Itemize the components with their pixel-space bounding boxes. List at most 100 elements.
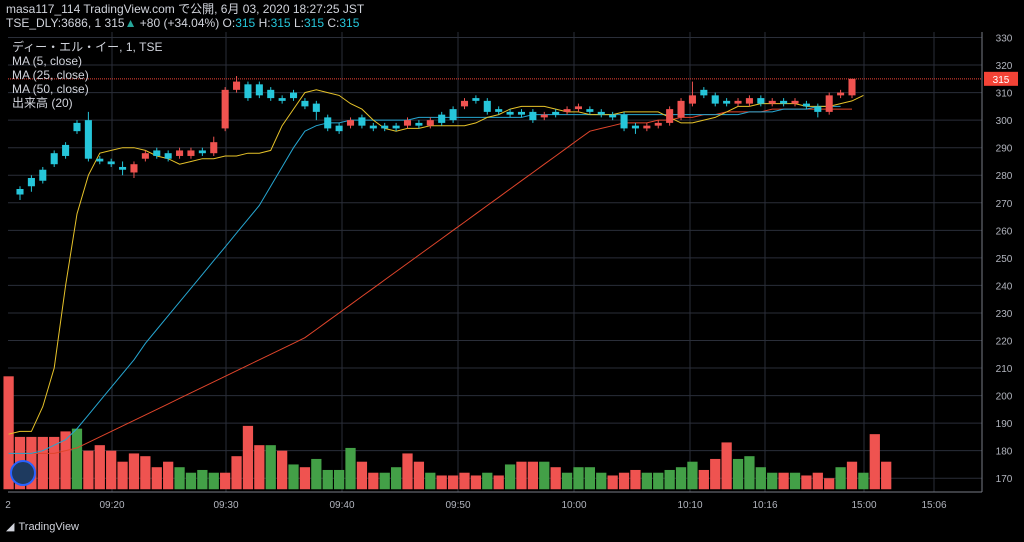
- chart-header: masa117_114 TradingView.com で公開, 6月 03, …: [6, 2, 364, 30]
- price-tick-label: 170: [996, 474, 1013, 485]
- candle-body: [27, 177, 35, 187]
- candle-body: [517, 111, 526, 115]
- volume-bar: [607, 475, 618, 490]
- volume-bar: [436, 475, 447, 490]
- volume-bar: [425, 472, 436, 490]
- volume-bar: [220, 472, 231, 490]
- volume-bar: [584, 467, 595, 490]
- grid: [8, 32, 983, 493]
- volume-bar: [3, 376, 14, 490]
- candle-body: [290, 92, 298, 99]
- high-value: 315: [270, 16, 291, 30]
- legend-volume[interactable]: 出来高 (20): [12, 96, 73, 110]
- volume-bar: [504, 464, 516, 490]
- volume-bar: [516, 461, 527, 490]
- close-label: C:: [327, 16, 340, 30]
- candle-body: [312, 103, 320, 112]
- candle-body: [506, 111, 514, 115]
- candle-body: [700, 89, 708, 96]
- volume-bar: [197, 469, 208, 490]
- candle-body: [141, 153, 149, 159]
- price-tick-label: 300: [996, 116, 1013, 127]
- indicator-legend: ディー・エル・イー, 1, TSE MA (5, close) MA (25, …: [12, 40, 163, 110]
- tradingview-logo-icon: ◢: [6, 521, 15, 533]
- ma50-line: [8, 108, 852, 454]
- last-price-label: 315: [993, 75, 1010, 86]
- volume-bar: [812, 472, 823, 490]
- candle-body: [483, 100, 491, 112]
- candle-body: [597, 111, 605, 115]
- candle-body: [529, 111, 537, 121]
- volume-bar: [641, 472, 652, 490]
- legend-title[interactable]: ディー・エル・イー, 1, TSE: [12, 40, 163, 54]
- open-label: O:: [222, 16, 236, 30]
- volume-bar: [140, 456, 151, 490]
- candle-body: [586, 109, 594, 112]
- candle-body: [324, 117, 332, 129]
- volume-bar: [539, 461, 550, 490]
- volume-bar: [881, 461, 892, 490]
- volume-bar: [117, 461, 128, 490]
- volume-bar: [755, 467, 766, 490]
- volume-bar: [869, 434, 880, 490]
- volume-bar: [356, 461, 368, 490]
- volume-bar: [277, 450, 288, 490]
- candle-body: [688, 95, 696, 104]
- volume-bar: [459, 472, 470, 490]
- legend-ma5[interactable]: MA (5, close): [12, 54, 83, 68]
- candle-body: [153, 150, 161, 156]
- candle-body: [745, 98, 753, 104]
- legend-ma25[interactable]: MA (25, close): [12, 68, 89, 82]
- candle-body: [267, 89, 275, 99]
- volume-bar: [835, 467, 846, 490]
- volume-bars: [3, 376, 892, 490]
- candle-body: [757, 98, 765, 104]
- candle-body: [50, 153, 58, 165]
- candle-body: [426, 120, 434, 126]
- volume-bar: [49, 436, 60, 490]
- volume-bar: [402, 453, 413, 490]
- close-value: 315: [339, 16, 360, 30]
- candle-body: [96, 158, 104, 162]
- volume-bar: [470, 475, 482, 490]
- candle-body: [39, 169, 47, 181]
- candle-body: [187, 150, 195, 156]
- candle-body: [107, 161, 115, 165]
- candle-body: [392, 125, 400, 129]
- price-tick-label: 260: [996, 226, 1013, 237]
- volume-bar: [789, 472, 801, 490]
- legend-ma50[interactable]: MA (50, close): [12, 82, 89, 96]
- volume-bar: [778, 472, 789, 490]
- volume-bar: [687, 461, 698, 490]
- candle-body: [734, 100, 742, 104]
- volume-bar: [858, 472, 869, 490]
- candle-body: [552, 111, 560, 115]
- time-axis-start-label: 2: [5, 500, 11, 511]
- candle-body: [563, 109, 571, 112]
- candle-body: [119, 166, 127, 170]
- volume-bar: [493, 475, 504, 490]
- volume-bar: [208, 472, 219, 490]
- candle-body: [198, 150, 206, 154]
- volume-bar: [265, 445, 276, 490]
- volume-bar: [710, 458, 721, 490]
- volume-bar: [767, 472, 778, 490]
- volume-bar: [151, 467, 162, 490]
- candle-body: [176, 150, 184, 156]
- candle-body: [164, 153, 172, 159]
- time-tick-label: 09:40: [329, 500, 354, 511]
- cloud-icon[interactable]: [10, 460, 36, 486]
- time-tick-label: 09:30: [213, 500, 238, 511]
- candle-body: [449, 109, 457, 121]
- volume-bar: [128, 453, 140, 490]
- candle-body: [369, 125, 377, 129]
- candle-body: [574, 106, 582, 110]
- volume-bar: [163, 461, 174, 490]
- symbol: TSE_DLY:3686, 1: [6, 16, 102, 30]
- volume-bar: [447, 475, 459, 490]
- time-axis: 09:20 09:30 09:40 09:50 10:00 10:10 10:16 15:00…: [5, 500, 947, 511]
- candle-body: [791, 100, 799, 104]
- price-tick-label: 270: [996, 199, 1013, 210]
- time-tick-label: 15:00: [851, 500, 876, 511]
